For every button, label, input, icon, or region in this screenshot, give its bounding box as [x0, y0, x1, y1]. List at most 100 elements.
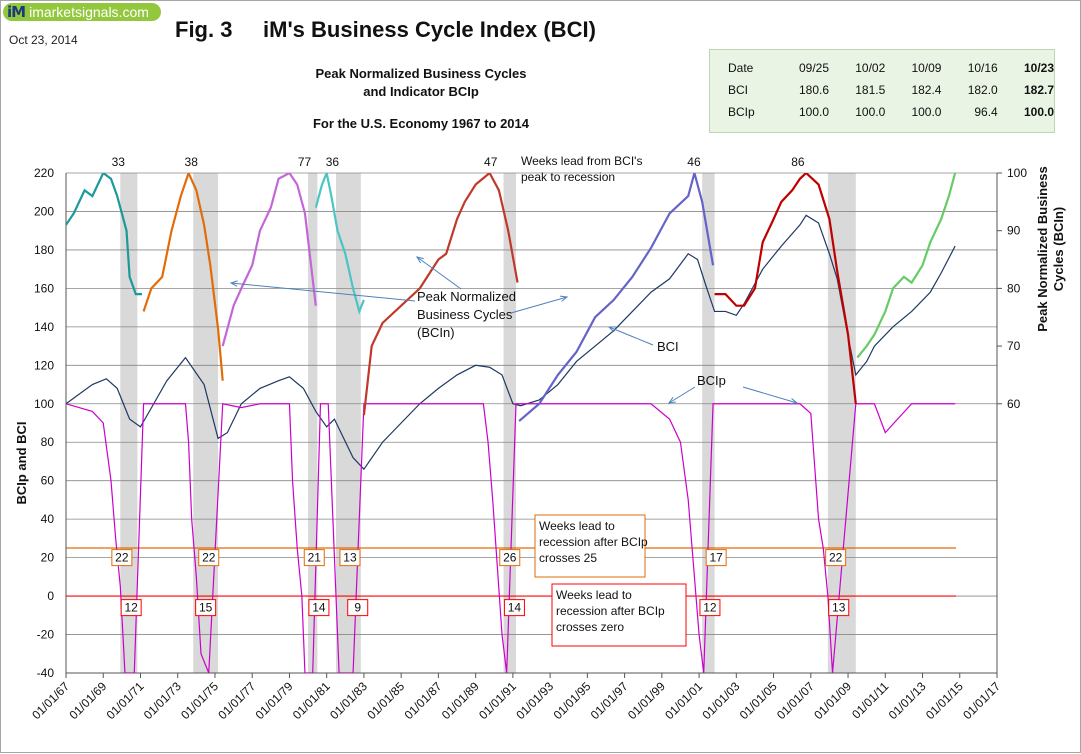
- subtitle-line-3: For the U.S. Economy 1967 to 2014: [312, 116, 530, 131]
- y-tick-label: 180: [34, 243, 54, 257]
- lead0-label: 9: [354, 601, 361, 615]
- y-tick-label: -40: [37, 666, 55, 680]
- x-tick-label: 01/01/17: [960, 679, 1003, 722]
- x-tick-label: 01/01/07: [774, 679, 817, 722]
- lead0-label: 14: [508, 601, 522, 615]
- x-tick-label: 01/01/67: [29, 679, 72, 722]
- lead25-label-box: [198, 549, 220, 567]
- y-tick-label: 0: [47, 589, 54, 603]
- weeks-lead-0-note-box: [551, 583, 687, 647]
- y-tick-label: 20: [41, 551, 55, 565]
- recession-band: [308, 173, 318, 673]
- cycle-line: [362, 173, 519, 416]
- x-tick-label: 01/01/15: [923, 679, 966, 722]
- lead0-label: 13: [832, 601, 846, 615]
- table-cell: 96.4: [974, 105, 998, 119]
- lead25-label: 22: [115, 551, 129, 565]
- annotation-arrowhead: [667, 397, 676, 404]
- annotation-arrow: [416, 256, 462, 290]
- y-tick-label: 140: [34, 320, 54, 334]
- cycle-lead-label: 38: [185, 155, 199, 169]
- x-tick-label: 01/01/81: [290, 679, 333, 722]
- annotation-arrow: [510, 296, 568, 314]
- table-cell-latest: 182.7: [1023, 83, 1054, 97]
- x-tick-label: 01/01/87: [402, 679, 445, 722]
- table-row: BCIp 100.0 100.0 100.0 96.4 100.0: [728, 101, 1054, 123]
- cycle-lead-label: 36: [326, 155, 340, 169]
- table-cell-latest: 100.0: [1023, 105, 1054, 119]
- lead25-label: 26: [503, 551, 517, 565]
- lead0-label-box: [503, 599, 525, 617]
- x-tick-label: 01/01/89: [439, 679, 482, 722]
- row-label: Date: [728, 61, 754, 75]
- weeks-lead-25-note-line-1: Weeks lead to: [539, 519, 615, 533]
- x-tick-label: 01/01/71: [104, 679, 147, 722]
- cycle-lead-label: 47: [484, 155, 498, 169]
- weeks-lead-0-note-line-2: recession after BCIp: [556, 604, 665, 618]
- x-tick-label: 01/01/97: [588, 679, 631, 722]
- table-cell: 180.6: [798, 83, 830, 97]
- y-tick-label: -20: [37, 628, 55, 642]
- x-tick-label: 01/01/93: [513, 679, 556, 722]
- y-axis-label: BCIp and BCI: [14, 421, 29, 504]
- lead25-label: 21: [308, 551, 322, 565]
- x-tick-label: 01/01/03: [700, 679, 743, 722]
- y-tick-label: 220: [34, 166, 54, 180]
- cycle-lead-label: 33: [112, 155, 126, 169]
- lead25-label-box: [339, 549, 361, 567]
- table-cell: 181.5: [855, 83, 886, 97]
- x-tick-label: 01/01/99: [625, 679, 668, 722]
- x-tick-label: 01/01/13: [886, 679, 929, 722]
- lead25-label: 22: [829, 551, 843, 565]
- latest-values-table: Date 09/25 10/02 10/09 10/16 10/23 BCI 1…: [709, 49, 1055, 133]
- annotation-arrow: [668, 386, 696, 404]
- weeks-lead-0-note-line-1: Weeks lead to: [556, 588, 632, 602]
- x-tick-label: 01/01/77: [215, 679, 258, 722]
- lead0-label-box: [120, 599, 142, 617]
- lead25-label-box: [111, 549, 133, 567]
- x-tick-label: 01/01/73: [141, 679, 184, 722]
- x-tick-label: 01/01/01: [662, 679, 705, 722]
- y2-tick-label: 60: [1007, 397, 1021, 411]
- y-tick-label: 40: [41, 512, 55, 526]
- logo: iM imarketsignals.com: [3, 3, 161, 21]
- table-cell: 182.4: [911, 83, 942, 97]
- lead0-label: 12: [703, 601, 717, 615]
- y2-axis-label-line-2: Cycles (BCIn): [1051, 207, 1066, 292]
- x-tick-label: 01/01/05: [737, 679, 780, 722]
- cycle-line: [221, 173, 317, 347]
- cycle-line: [856, 173, 957, 359]
- logo-mark: iM: [7, 3, 26, 21]
- lead25-label: 22: [202, 551, 216, 565]
- annotation-arrow: [230, 282, 416, 302]
- x-tick-label: 01/01/09: [811, 679, 854, 722]
- values-table: Date 09/25 10/02 10/09 10/16 10/23 BCI 1…: [728, 57, 1054, 123]
- x-tick-label: 01/01/11: [849, 679, 892, 722]
- annotation-arrowhead: [415, 256, 424, 264]
- subtitle-line-2: and Indicator BCIp: [363, 84, 479, 99]
- subtitle-line-1: Peak Normalized Business Cycles: [315, 66, 527, 81]
- series-line-bcip: [66, 403, 956, 673]
- cycles-label-line-3: (BCIn): [417, 325, 455, 340]
- cycle-line: [66, 173, 143, 296]
- lead25-label-box: [825, 549, 847, 567]
- report-date: Oct 23, 2014: [9, 33, 78, 47]
- annotation-arrowhead: [559, 295, 569, 302]
- cycles-label-line-2: Business Cycles: [417, 307, 513, 322]
- x-tick-label: 01/01/95: [551, 679, 594, 722]
- table-cell: 10/16: [967, 61, 998, 75]
- weeks-lead-25-note-box: [534, 514, 646, 578]
- lead0-label-box: [828, 599, 850, 617]
- lead0-label: 14: [312, 601, 326, 615]
- cycles-label-line-1: Peak Normalized: [417, 289, 516, 304]
- cycle-lead-label: 86: [791, 155, 805, 169]
- y2-tick-label: 80: [1007, 281, 1021, 295]
- y-tick-label: 60: [41, 474, 55, 488]
- y-tick-label: 100: [34, 397, 54, 411]
- lead0-label-box: [347, 599, 369, 617]
- y-tick-label: 80: [41, 435, 55, 449]
- lead0-label-box: [699, 599, 721, 617]
- lead25-label-box: [705, 549, 727, 567]
- y2-tick-label: 90: [1007, 224, 1021, 238]
